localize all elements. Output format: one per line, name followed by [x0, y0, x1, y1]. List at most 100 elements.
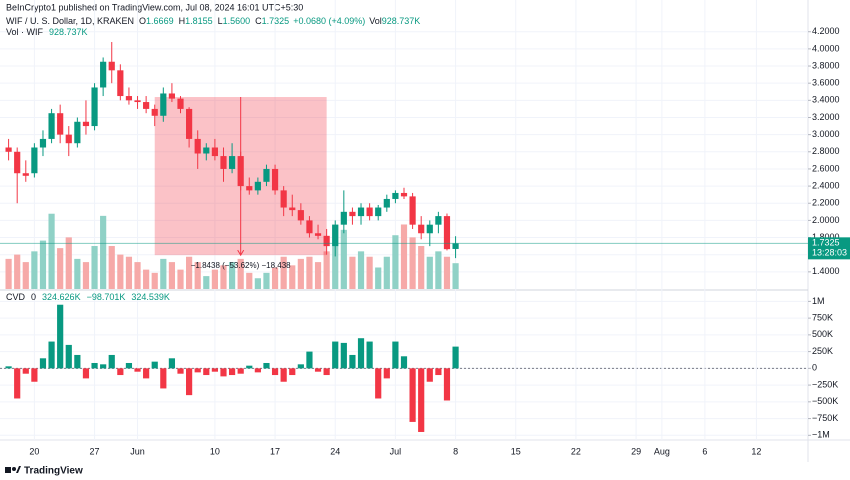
volume-bar	[82, 262, 90, 289]
brand: TradingView	[24, 466, 83, 477]
candle-body	[418, 224, 425, 234]
volume-bar	[435, 251, 442, 289]
candle-body	[5, 147, 12, 152]
cvd-bar	[306, 351, 313, 369]
candle-body	[340, 211, 347, 225]
volume-bar	[91, 245, 98, 289]
time-tick-label: 29	[631, 446, 641, 456]
volume-bar	[168, 262, 176, 289]
price-tick-label: 4.0000	[812, 43, 840, 53]
price-tick-label: 3.6000	[812, 78, 840, 88]
candle-body	[435, 216, 442, 225]
cvd-tick-label: 500K	[812, 329, 833, 339]
volume-bar	[280, 256, 287, 289]
cvd-tick-label: 750K	[812, 312, 833, 322]
volume-bar	[418, 245, 425, 289]
cvd-bar	[100, 364, 107, 369]
cvd-tick-label: −750K	[812, 413, 838, 423]
change: +0.0680 (+4.09%)	[293, 16, 365, 26]
cvd-name: CVD	[6, 292, 26, 302]
price-tick-label: 3.2000	[812, 112, 840, 122]
volume-bar	[254, 278, 261, 289]
price-tick-label: 2.8000	[812, 146, 840, 156]
volume-bar	[443, 256, 451, 289]
volume-bar	[263, 272, 270, 289]
cvd-bar	[426, 368, 433, 382]
cvd-bar	[220, 368, 227, 377]
ohlc-key: O	[139, 16, 146, 26]
candle-body	[220, 156, 227, 169]
logo-block	[5, 467, 11, 473]
volume-bar	[228, 262, 236, 289]
cvd-bar	[246, 365, 253, 369]
volume-bar	[271, 267, 279, 289]
candle-body	[82, 121, 90, 127]
volume-bar	[100, 215, 107, 289]
volume-bar	[409, 237, 416, 289]
cvd-bar	[160, 368, 167, 389]
cvd-bar	[254, 368, 261, 373]
volume-bar	[57, 248, 64, 289]
candles	[5, 42, 459, 259]
cvd-bar	[91, 362, 98, 369]
volume-bar	[194, 262, 201, 289]
volume-bar	[31, 251, 38, 289]
cvd-bar	[39, 358, 47, 369]
current-price-box	[808, 237, 850, 260]
cvd-bar	[452, 346, 459, 369]
price-tick-label: 1.4000	[812, 266, 840, 276]
cvd-tick-label: −1M	[812, 430, 830, 440]
ohlc-key: H	[179, 16, 186, 26]
cvd-tick-label: 1M	[812, 296, 825, 306]
time-tick-label: 10	[210, 446, 220, 456]
axes: 1.40001.60001.80002.00002.20002.40002.60…	[0, 26, 850, 456]
cvd-bar	[48, 341, 55, 369]
candle-body	[443, 216, 451, 250]
cvd-bar	[108, 354, 115, 369]
cvd-bar	[143, 368, 150, 379]
attribution: BeInCrypto1 published on TradingView.com…	[6, 2, 303, 12]
candle-body	[186, 108, 193, 139]
logo-slash	[16, 466, 21, 473]
ohlc-value: 1.7325	[262, 16, 290, 26]
volume-value: 928.737K	[49, 27, 88, 37]
cvd-bar	[409, 368, 416, 422]
price-tick-label: 2.0000	[812, 215, 840, 225]
measurement-label: −1.8438 (−53.62%) −18,438	[191, 261, 291, 270]
candle-body	[357, 207, 365, 217]
price-tick-label: 2.2000	[812, 198, 840, 208]
cvd-bar	[323, 368, 330, 376]
cvd-tick-label: −250K	[812, 379, 838, 389]
time-tick-label: Aug	[654, 446, 670, 456]
cvd-bar	[418, 368, 425, 432]
candle-body	[117, 70, 124, 97]
candle-body	[400, 192, 408, 197]
candle-body	[203, 147, 210, 154]
ohlc-key: C	[255, 16, 262, 26]
cvd-value: 324.626K	[42, 292, 81, 302]
cvd-bar	[82, 368, 90, 379]
price-tick-label: 2.4000	[812, 180, 840, 190]
cvd-bars	[5, 304, 459, 432]
cvd-bar	[134, 368, 141, 372]
volume-bar	[143, 269, 150, 289]
time-tick-label: 8	[453, 446, 458, 456]
candle-body	[160, 93, 167, 116]
cvd-bar	[211, 368, 218, 372]
volume-bar	[117, 254, 124, 289]
volume-bar	[108, 245, 115, 289]
legends: WIF / U. S. Dollar, 1D, KRAKEN O1.6669 H1.…	[6, 16, 420, 302]
cvd-bar	[263, 362, 270, 369]
time-tick-label: 27	[90, 446, 100, 456]
cvd-tick-label: 250K	[812, 346, 833, 356]
cvd-bar	[349, 354, 356, 369]
volume-name: Vol · WIF	[6, 27, 44, 37]
volume-key: Vol	[369, 16, 382, 26]
volume-legend: Vol · WIF 928.737K	[6, 27, 88, 37]
cvd-bar	[125, 362, 133, 369]
logo-dot	[12, 467, 16, 471]
candle-body	[125, 96, 133, 101]
cvd-bar	[443, 368, 451, 401]
current-price-label: 1.7325	[812, 238, 840, 248]
